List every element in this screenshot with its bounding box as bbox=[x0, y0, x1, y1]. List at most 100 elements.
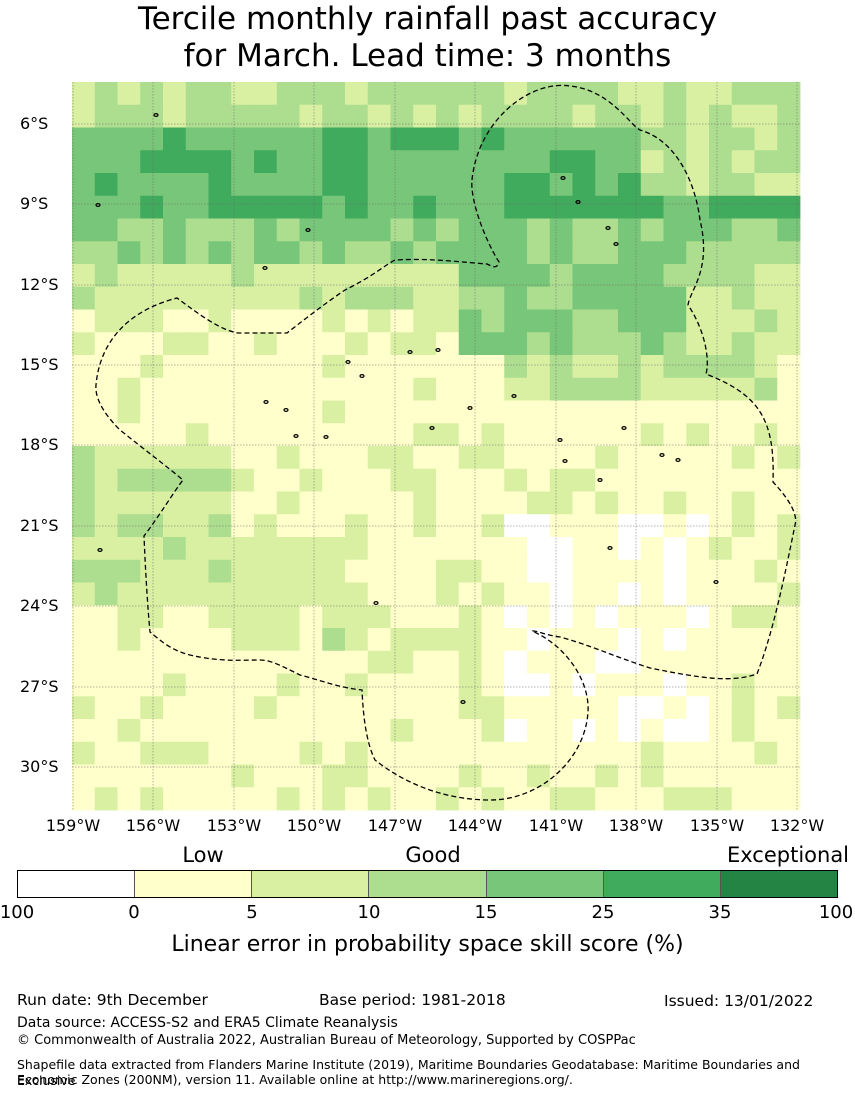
skill-cell bbox=[163, 309, 187, 333]
skill-cell bbox=[140, 82, 164, 106]
skill-cell bbox=[140, 423, 164, 447]
skill-cell bbox=[117, 628, 141, 652]
skill-cell bbox=[140, 104, 164, 128]
skill-cell bbox=[185, 787, 209, 811]
skill-cell bbox=[390, 719, 414, 743]
skill-cell bbox=[640, 446, 664, 470]
island-outline bbox=[97, 547, 103, 552]
skill-cell bbox=[572, 264, 596, 288]
skill-cell bbox=[436, 719, 460, 743]
skill-cell bbox=[709, 491, 733, 515]
skill-cell bbox=[254, 195, 278, 219]
skill-cell bbox=[595, 127, 619, 151]
skill-cell bbox=[481, 673, 505, 697]
island-outline bbox=[373, 600, 379, 605]
skill-cell bbox=[709, 127, 733, 151]
skill-cell bbox=[322, 491, 346, 515]
skill-cell bbox=[777, 605, 801, 629]
skill-cell bbox=[254, 628, 278, 652]
skill-cell bbox=[549, 241, 573, 265]
skill-cell bbox=[686, 150, 710, 174]
skill-cell bbox=[413, 696, 437, 720]
skill-cell bbox=[777, 787, 801, 811]
skill-cell bbox=[663, 719, 687, 743]
skill-cell bbox=[254, 719, 278, 743]
skill-cell bbox=[117, 173, 141, 197]
skill-cell bbox=[709, 423, 733, 447]
skill-cell bbox=[436, 628, 460, 652]
skill-cell bbox=[686, 719, 710, 743]
skill-cell bbox=[299, 787, 323, 811]
skill-cell bbox=[777, 764, 801, 788]
skill-cell bbox=[367, 218, 391, 242]
copyright: © Commonwealth of Australia 2022, Austra… bbox=[17, 1033, 636, 1048]
skill-cell bbox=[458, 355, 482, 379]
skill-cell bbox=[163, 673, 187, 697]
skill-cell bbox=[754, 82, 778, 106]
skill-cell bbox=[322, 582, 346, 606]
skill-cell bbox=[777, 127, 801, 151]
skill-cell bbox=[436, 764, 460, 788]
skill-cell bbox=[367, 195, 391, 219]
skill-cell bbox=[595, 218, 619, 242]
lon-label-135w: 135°W bbox=[689, 816, 745, 835]
skill-cell bbox=[117, 537, 141, 561]
skill-cell bbox=[413, 719, 437, 743]
skill-cell bbox=[458, 264, 482, 288]
skill-cell bbox=[595, 787, 619, 811]
skill-cell bbox=[527, 355, 551, 379]
base-period: Base period: 1981-2018 bbox=[319, 991, 506, 1009]
island-outline bbox=[597, 478, 603, 483]
skill-cell bbox=[686, 286, 710, 310]
skill-cell bbox=[94, 127, 118, 151]
skill-cell bbox=[595, 241, 619, 265]
skill-cell bbox=[458, 537, 482, 561]
skill-cell bbox=[367, 150, 391, 174]
skill-cell bbox=[322, 468, 346, 492]
skill-cell bbox=[618, 719, 642, 743]
skill-cell bbox=[777, 264, 801, 288]
skill-cell bbox=[367, 286, 391, 310]
skill-cell bbox=[299, 468, 323, 492]
skill-cell bbox=[436, 491, 460, 515]
skill-cell bbox=[549, 446, 573, 470]
skill-cell bbox=[345, 423, 369, 447]
skill-cell bbox=[140, 741, 164, 765]
skill-cell bbox=[208, 582, 232, 606]
skill-cell bbox=[527, 286, 551, 310]
skill-cell bbox=[94, 764, 118, 788]
skill-cell bbox=[390, 605, 414, 629]
skill-cell bbox=[163, 491, 187, 515]
skill-cell bbox=[504, 741, 528, 765]
skill-cell bbox=[163, 582, 187, 606]
skill-cell bbox=[208, 764, 232, 788]
skill-cell bbox=[322, 82, 346, 106]
skill-cell bbox=[595, 491, 619, 515]
skill-cell bbox=[663, 218, 687, 242]
skill-cell bbox=[595, 309, 619, 333]
skill-cell bbox=[185, 241, 209, 265]
skill-cell bbox=[254, 264, 278, 288]
skill-cell bbox=[640, 218, 664, 242]
skill-cell bbox=[777, 537, 801, 561]
skill-cell bbox=[572, 82, 596, 106]
skill-cell bbox=[504, 309, 528, 333]
skill-cell bbox=[709, 241, 733, 265]
skill-cell bbox=[618, 491, 642, 515]
skill-cell bbox=[254, 696, 278, 720]
skill-cell bbox=[72, 514, 96, 538]
issued-date: Issued: 13/01/2022 bbox=[664, 992, 814, 1010]
skill-cell bbox=[254, 514, 278, 538]
skill-cell bbox=[663, 82, 687, 106]
skill-cell bbox=[731, 127, 755, 151]
skill-cell bbox=[299, 423, 323, 447]
skill-cell bbox=[390, 468, 414, 492]
skill-cell bbox=[117, 673, 141, 697]
skill-cell bbox=[709, 741, 733, 765]
skill-cell bbox=[299, 491, 323, 515]
skill-cell bbox=[231, 696, 255, 720]
skill-cell bbox=[140, 173, 164, 197]
skill-cell bbox=[94, 218, 118, 242]
skill-cell bbox=[276, 446, 300, 470]
skill-cell bbox=[686, 537, 710, 561]
